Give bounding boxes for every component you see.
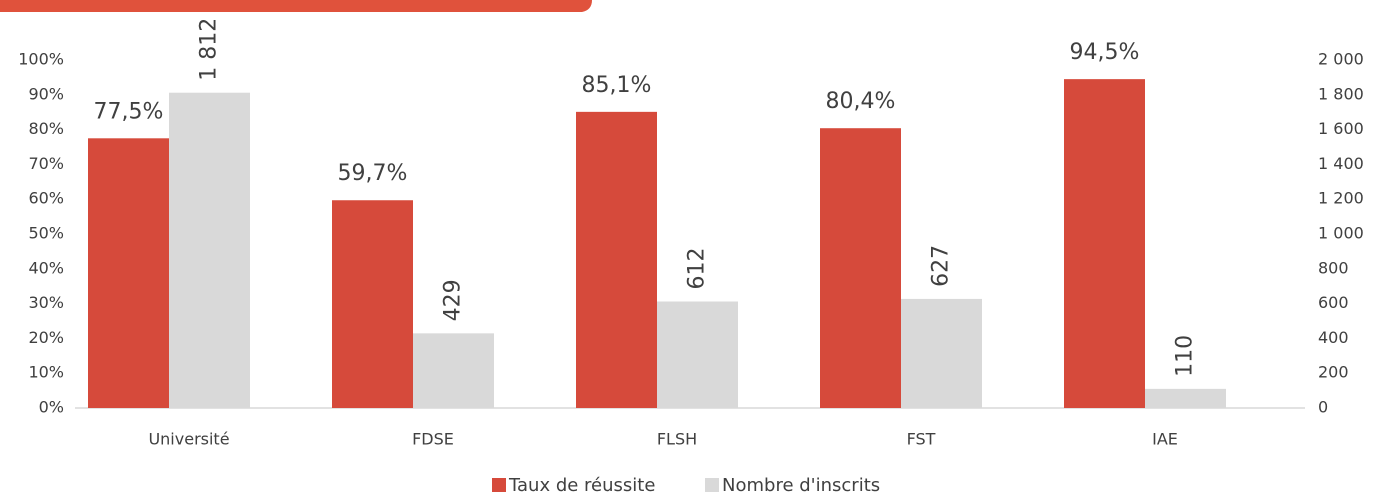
data-label: 429 — [441, 279, 466, 321]
bar — [1145, 388, 1226, 408]
y-tick-label: 70% — [28, 154, 64, 173]
y2-tick-label: 400 — [1318, 328, 1349, 347]
y-tick-label: 40% — [28, 258, 64, 277]
y2-tick-label: 1 400 — [1318, 154, 1364, 173]
legend-label: Nombre d'inscrits — [722, 475, 880, 495]
y2-tick-label: 0 — [1318, 398, 1328, 417]
data-label: 59,7% — [338, 161, 408, 186]
bar — [332, 200, 413, 408]
y2-tick-label: 2 000 — [1318, 50, 1364, 69]
y2-tick-label: 1 000 — [1318, 224, 1364, 243]
y-tick-label: 0% — [39, 398, 64, 417]
y2-tick-label: 1 800 — [1318, 84, 1364, 103]
data-label: 80,4% — [826, 89, 896, 114]
data-label: 1 812 — [197, 18, 222, 81]
data-label: 85,1% — [582, 73, 652, 98]
y-tick-label: 60% — [28, 189, 64, 208]
legend-label: Taux de réussite — [508, 475, 655, 495]
x-tick-label: FDSE — [412, 430, 454, 449]
y-tick-label: 100% — [18, 50, 64, 69]
y-tick-label: 50% — [28, 224, 64, 243]
y2-tick-label: 800 — [1318, 258, 1349, 277]
bar — [1064, 79, 1145, 408]
data-label: 94,5% — [1070, 40, 1140, 65]
y-tick-label: 30% — [28, 293, 64, 312]
x-tick-label: FST — [907, 430, 936, 449]
header-strip — [0, 0, 592, 12]
legend-swatch — [492, 478, 506, 492]
bar — [820, 128, 901, 408]
bar — [88, 138, 169, 409]
y-tick-label: 90% — [28, 84, 64, 103]
y2-tick-label: 200 — [1318, 363, 1349, 382]
y2-tick-label: 600 — [1318, 293, 1349, 312]
data-label: 77,5% — [94, 99, 164, 124]
x-tick-label: FLSH — [657, 430, 697, 449]
bar — [576, 111, 657, 409]
bar — [169, 92, 250, 408]
x-tick-label: Université — [148, 430, 229, 449]
legend-swatch — [705, 478, 719, 492]
bar — [901, 298, 982, 408]
bar — [657, 301, 738, 408]
data-label: 612 — [685, 248, 710, 290]
x-tick-label: IAE — [1152, 430, 1178, 449]
bar — [413, 333, 494, 408]
data-label: 110 — [1173, 335, 1198, 377]
y2-tick-label: 1 200 — [1318, 189, 1364, 208]
data-label: 627 — [929, 245, 954, 287]
y2-tick-label: 1 600 — [1318, 119, 1364, 138]
y-tick-label: 10% — [28, 363, 64, 382]
y-tick-label: 20% — [28, 328, 64, 347]
y-tick-label: 80% — [28, 119, 64, 138]
